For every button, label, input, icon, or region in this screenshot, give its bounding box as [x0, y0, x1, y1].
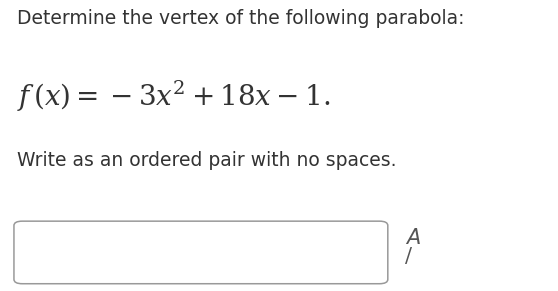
Text: Determine the vertex of the following parabola:: Determine the vertex of the following pa…: [17, 9, 464, 28]
Text: Write as an ordered pair with no spaces.: Write as an ordered pair with no spaces.: [17, 151, 396, 170]
Text: $\mathit{A}$
/: $\mathit{A}$ /: [405, 228, 421, 266]
FancyBboxPatch shape: [14, 221, 388, 284]
Text: $\it{f}\,(\it{x}) = -3\it{x}^2 + 18\it{x} - 1.$: $\it{f}\,(\it{x}) = -3\it{x}^2 + 18\it{x…: [17, 79, 330, 114]
